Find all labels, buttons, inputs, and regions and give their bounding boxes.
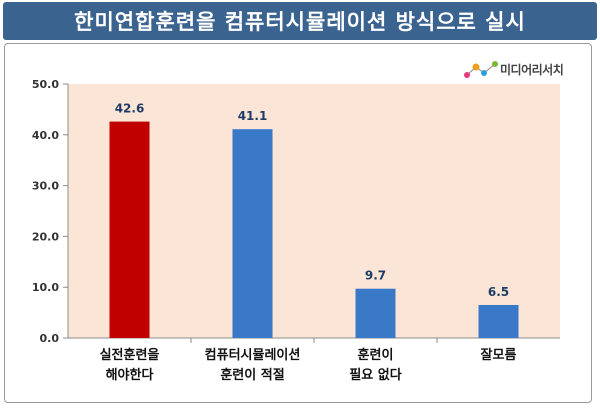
bar — [109, 121, 150, 338]
category-label: 컴퓨터시뮬레이션 훈련이 적절 — [204, 348, 301, 383]
category-label: 잘모름 — [480, 348, 517, 363]
y-tick-label: 20.0 — [32, 230, 59, 243]
logo-dots-icon — [464, 61, 498, 78]
bar — [355, 288, 396, 338]
y-tick-label: 30.0 — [32, 180, 59, 193]
bar — [232, 129, 273, 338]
title-bar: 한미연합훈련을 컴퓨터시뮬레이션 방식으로 실시 — [3, 2, 597, 40]
chart-title: 한미연합훈련을 컴퓨터시뮬레이션 방식으로 실시 — [74, 10, 526, 34]
data-label: 41.1 — [238, 109, 268, 123]
category-label: 훈련이 필요 없다 — [349, 348, 402, 383]
y-tick-label: 0.0 — [40, 332, 60, 345]
y-tick-label: 40.0 — [32, 129, 59, 142]
data-label: 6.5 — [488, 285, 509, 299]
media-research-logo: 미디어리서치 — [464, 59, 576, 81]
logo-text: 미디어리서치 — [500, 63, 564, 77]
y-tick-label: 50.0 — [32, 78, 59, 91]
y-tick-label: 10.0 — [32, 281, 59, 294]
plot-area — [68, 84, 560, 338]
data-label: 9.7 — [365, 269, 386, 283]
bar — [478, 304, 519, 338]
data-label: 42.6 — [115, 102, 145, 116]
category-label: 실전훈련을 해야한다 — [99, 348, 160, 383]
